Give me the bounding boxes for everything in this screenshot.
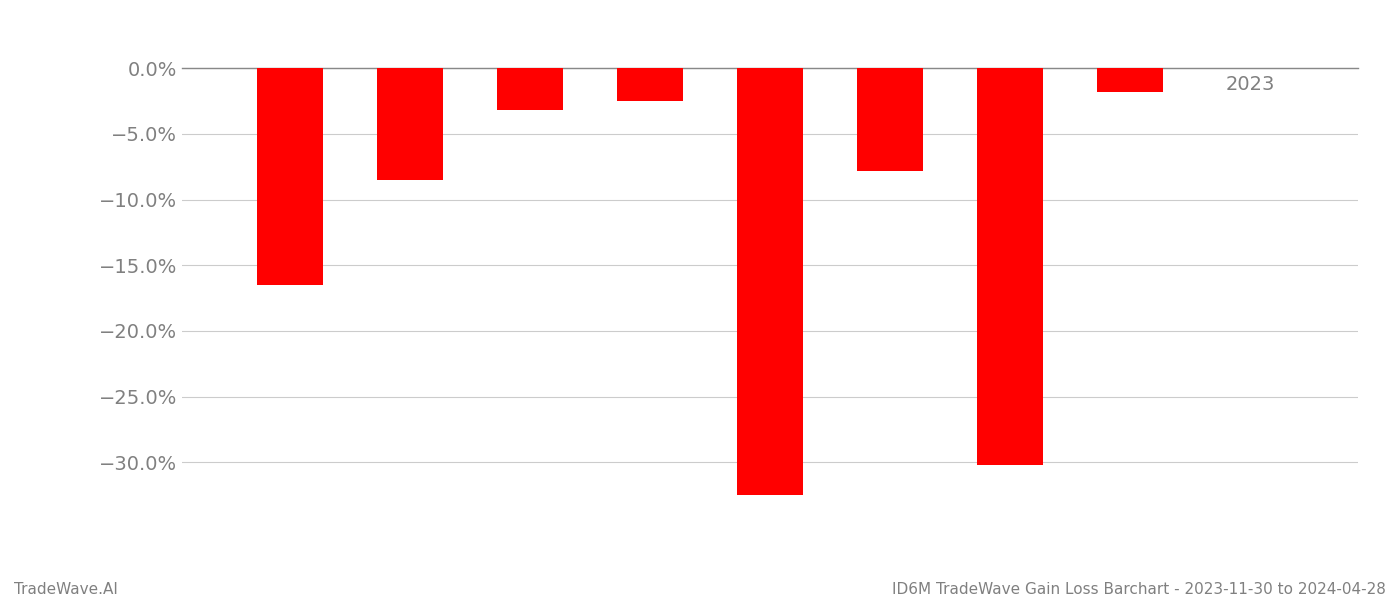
Bar bbox=[1098, 68, 1163, 92]
Bar bbox=[736, 68, 804, 495]
Bar bbox=[258, 68, 323, 285]
Bar bbox=[977, 68, 1043, 465]
Text: ID6M TradeWave Gain Loss Barchart - 2023-11-30 to 2024-04-28: ID6M TradeWave Gain Loss Barchart - 2023… bbox=[892, 582, 1386, 597]
Bar bbox=[377, 68, 442, 180]
Bar bbox=[617, 68, 683, 101]
Bar bbox=[497, 68, 563, 110]
Bar bbox=[857, 68, 923, 171]
Text: TradeWave.AI: TradeWave.AI bbox=[14, 582, 118, 597]
